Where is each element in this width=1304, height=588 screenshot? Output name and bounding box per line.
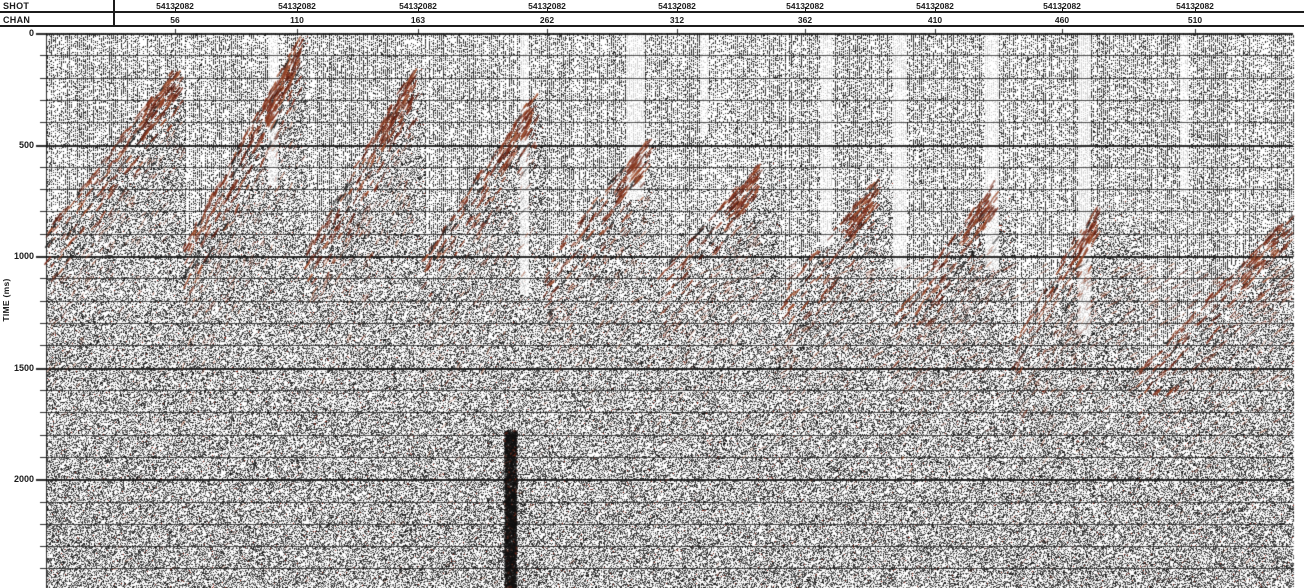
chan-value: 110 xyxy=(290,15,304,25)
shot-value: 54132082 xyxy=(786,1,824,11)
chan-header-row: CHAN 56 110 163 262 312 362 410 460 510 xyxy=(0,13,1304,27)
shot-tick xyxy=(418,7,419,11)
chan-value: 510 xyxy=(1187,15,1203,25)
time-tick-label: 0 xyxy=(28,28,34,38)
chan-value: 362 xyxy=(797,15,813,25)
shot-header-row: SHOT 54132082 54132082 54132082 54132082 541… xyxy=(0,0,1304,13)
shot-tick xyxy=(1062,7,1063,11)
chan-value: 56 xyxy=(170,15,180,25)
shot-value: 54132082 xyxy=(278,1,316,11)
shot-value: 54132082 xyxy=(1043,1,1081,11)
shot-tick xyxy=(677,7,678,11)
shot-value: 54132082 xyxy=(916,1,954,11)
chan-value: 410 xyxy=(927,15,943,25)
chan-value: 163 xyxy=(410,15,426,25)
time-tick-label: 500 xyxy=(18,139,34,150)
time-tick-label: 1500 xyxy=(13,362,34,373)
chan-row-label: CHAN xyxy=(3,15,31,25)
chan-value: 312 xyxy=(669,15,685,25)
shot-value: 54132082 xyxy=(156,1,194,11)
shot-tick xyxy=(175,7,176,11)
shot-tick xyxy=(935,7,936,11)
shot-tick xyxy=(547,7,548,11)
chan-value: 460 xyxy=(1054,15,1070,25)
shot-value: 54132082 xyxy=(658,1,696,11)
time-tick-label: 1000 xyxy=(13,251,34,262)
shot-tick xyxy=(1195,7,1196,11)
header: SHOT 54132082 54132082 54132082 54132082 541… xyxy=(0,0,1304,27)
shot-tick xyxy=(297,7,298,11)
shot-value: 54132082 xyxy=(399,1,437,11)
header-divider xyxy=(113,0,115,27)
chan-value: 262 xyxy=(539,15,555,25)
shot-value: 54132082 xyxy=(1176,1,1214,11)
shot-row-label: SHOT xyxy=(3,1,30,11)
time-tick-label: 2000 xyxy=(13,474,34,485)
shot-tick xyxy=(805,7,806,11)
time-axis-title: TIME (ms) xyxy=(1,278,11,322)
shot-value: 54132082 xyxy=(528,1,566,11)
